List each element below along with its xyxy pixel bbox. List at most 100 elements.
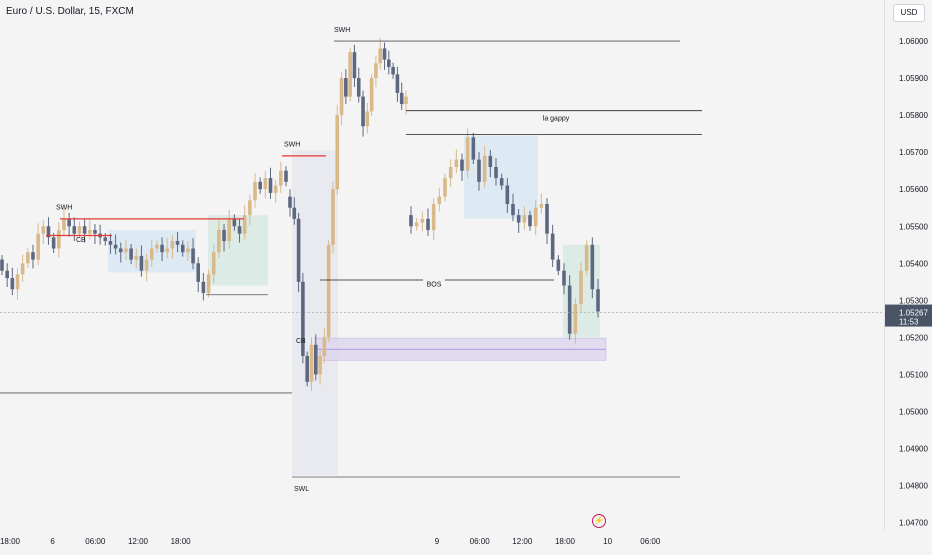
- blue-zone-2: [464, 135, 538, 219]
- candle-body: [186, 248, 190, 253]
- candle-body: [31, 252, 35, 260]
- candle-body: [331, 189, 335, 245]
- candle-body: [465, 137, 470, 171]
- candle-body: [211, 252, 216, 275]
- current-price-label: 1.05267: [899, 309, 928, 318]
- candle-body: [374, 63, 378, 79]
- candlestick-chart[interactable]: SWH CB SWH CB SWH la gappy BOS SWL: [0, 0, 884, 530]
- candle-body: [227, 218, 231, 242]
- price-tick-9: 1.05100: [899, 370, 928, 379]
- candle-body: [57, 229, 61, 249]
- price-tick-13: 1.04700: [899, 519, 928, 528]
- label-swl: SWL: [294, 486, 309, 493]
- candle-body: [431, 204, 436, 230]
- lightning-icon[interactable]: ⚡: [592, 514, 606, 528]
- candle-body: [454, 159, 459, 167]
- candle-body: [196, 263, 201, 282]
- time-tick-2: 06:00: [85, 537, 106, 546]
- time-tick-1: 6: [50, 537, 55, 546]
- candle-body: [10, 278, 15, 290]
- candle-body: [382, 48, 387, 60]
- candle-body: [533, 207, 538, 227]
- candle-body: [149, 248, 154, 260]
- price-tick-12: 1.04800: [899, 482, 928, 491]
- time-tick-9: 10: [603, 537, 612, 546]
- candle-body: [414, 222, 419, 227]
- candle-body: [175, 241, 180, 245]
- candle-body: [335, 115, 340, 190]
- candle-body: [356, 78, 361, 97]
- time-axis[interactable]: 18:00 6 06:00 12:00 18:00 9 06:00 12:00 18:00 10 0…: [0, 530, 884, 550]
- price-tick-6: 1.05400: [899, 259, 928, 268]
- candle-body: [305, 355, 309, 382]
- candle-body: [5, 270, 9, 279]
- candle-body: [258, 181, 262, 190]
- candle-body: [26, 252, 30, 264]
- candle-body: [426, 218, 430, 230]
- currency-button[interactable]: USD: [893, 4, 925, 22]
- candle-body: [103, 237, 108, 242]
- grey-zone: [292, 150, 338, 476]
- candle-body: [113, 244, 118, 249]
- candle-body: [296, 218, 301, 282]
- label-gap: la gappy: [543, 116, 570, 123]
- candle-body: [488, 155, 493, 167]
- candle-body: [268, 178, 273, 193]
- chart-area[interactable]: SWH CB SWH CB SWH la gappy BOS SWL Euro / U.S. …: [0, 0, 884, 530]
- price-tick-4: 1.05600: [899, 185, 928, 194]
- candle-body: [288, 196, 292, 208]
- candle-body: [62, 218, 66, 230]
- candle-body: [596, 289, 600, 312]
- price-axis[interactable]: 1.06000 1.05900 1.05800 1.05700 1.05600 1.055…: [884, 0, 932, 530]
- candle-body: [93, 229, 97, 234]
- time-tick-4: 18:00: [171, 537, 192, 546]
- candle-body: [217, 229, 221, 253]
- label-bos: BOS: [427, 281, 442, 288]
- candle-body: [0, 259, 4, 271]
- label-swh-top: SWH: [334, 27, 350, 34]
- candle-body: [460, 159, 464, 171]
- candle-body: [590, 244, 595, 290]
- price-tick-8: 1.05200: [899, 333, 928, 342]
- candle-body: [404, 96, 408, 105]
- candle-body: [499, 178, 504, 186]
- time-tick-7: 12:00: [512, 537, 533, 546]
- price-tick-10: 1.05000: [899, 407, 928, 416]
- candle-body: [155, 244, 159, 249]
- price-tick-7: 1.05300: [899, 296, 928, 305]
- candle-body: [369, 78, 374, 112]
- time-tick-3: 12:00: [128, 537, 149, 546]
- candle-body: [263, 178, 268, 190]
- candle-body: [528, 215, 532, 227]
- candle-body: [46, 226, 51, 238]
- candle-body: [36, 233, 40, 260]
- candle-body: [579, 270, 583, 305]
- candle-body: [448, 166, 453, 179]
- current-price-countdown: 11:53: [899, 318, 919, 327]
- candle-body: [584, 244, 589, 271]
- candle-body: [420, 218, 425, 223]
- candle-body: [482, 155, 487, 182]
- candle-body: [365, 111, 370, 127]
- candle-body: [87, 229, 92, 234]
- candle-body: [191, 248, 195, 264]
- candle-body: [522, 215, 527, 223]
- candle-body: [108, 241, 113, 245]
- candle-body: [313, 344, 318, 375]
- candle-body: [118, 248, 123, 253]
- candle-body: [471, 137, 476, 160]
- candle-body: [309, 344, 314, 382]
- candle-body: [301, 281, 305, 356]
- candle-body: [443, 178, 447, 197]
- candle-body: [348, 52, 352, 97]
- candle-body: [322, 337, 327, 356]
- price-tick-5: 1.05500: [899, 222, 928, 231]
- current-price-tag: [885, 304, 932, 327]
- candle-body: [361, 96, 365, 127]
- price-tick-3: 1.05700: [899, 148, 928, 157]
- candle-body: [318, 355, 322, 375]
- label-cb-left: CB: [76, 237, 86, 244]
- label-swh-left: SWH: [56, 205, 72, 212]
- candle-body: [562, 270, 566, 286]
- time-tick-5: 9: [435, 537, 440, 546]
